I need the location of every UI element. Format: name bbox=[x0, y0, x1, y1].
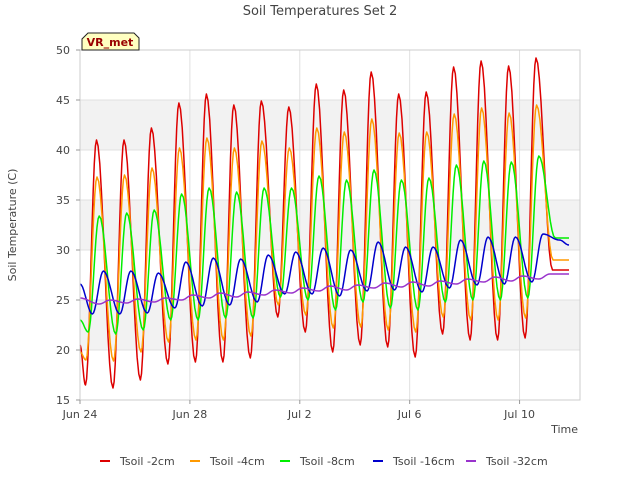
series-line-3 bbox=[79, 155, 569, 335]
site-label-badge: VR_met bbox=[81, 32, 140, 51]
x-tick-label: Jun 24 bbox=[62, 408, 98, 421]
y-tick-label: 35 bbox=[56, 194, 70, 207]
y-axis: 15 20 25 30 35 40 45 50 bbox=[56, 44, 80, 407]
plot-band bbox=[80, 200, 580, 250]
legend-label: Tsoil -8cm bbox=[299, 455, 355, 468]
series-line-5 bbox=[79, 273, 569, 305]
y-tick-label: 45 bbox=[56, 94, 70, 107]
legend-label: Tsoil -32cm bbox=[485, 455, 548, 468]
x-axis: Jun 24 Jun 28 Jul 2 Jul 6 Jul 10 bbox=[62, 400, 535, 421]
legend-label: Tsoil -16cm bbox=[392, 455, 455, 468]
site-label: VR_met bbox=[87, 36, 134, 49]
series-line-4 bbox=[79, 233, 570, 315]
x-tick-label: Jun 28 bbox=[172, 408, 208, 421]
y-tick-label: 40 bbox=[56, 144, 70, 157]
y-tick-label: 20 bbox=[56, 344, 70, 357]
x-axis-label: Time bbox=[550, 423, 578, 436]
legend: Tsoil -2cm Tsoil -4cm Tsoil -8cm Tsoil -16c… bbox=[100, 455, 548, 468]
site-label-box bbox=[81, 32, 140, 51]
series-line-2 bbox=[79, 104, 569, 362]
plot-band bbox=[80, 100, 580, 150]
series-layer bbox=[79, 57, 570, 389]
y-tick-label: 30 bbox=[56, 244, 70, 257]
y-axis-label: Soil Temperature (C) bbox=[6, 169, 19, 282]
chart-title: Soil Temperatures Set 2 bbox=[243, 4, 398, 19]
x-tick-label: Jul 2 bbox=[287, 408, 312, 421]
plot-border bbox=[79, 49, 581, 401]
series-line-1 bbox=[79, 57, 569, 389]
y-tick-label: 25 bbox=[56, 294, 70, 307]
y-tick-label: 50 bbox=[56, 44, 70, 57]
legend-label: Tsoil -4cm bbox=[209, 455, 265, 468]
x-tick-label: Jul 10 bbox=[503, 408, 535, 421]
x-tick-label: Jul 6 bbox=[397, 408, 422, 421]
y-tick-label: 15 bbox=[56, 394, 70, 407]
legend-label: Tsoil -2cm bbox=[119, 455, 175, 468]
